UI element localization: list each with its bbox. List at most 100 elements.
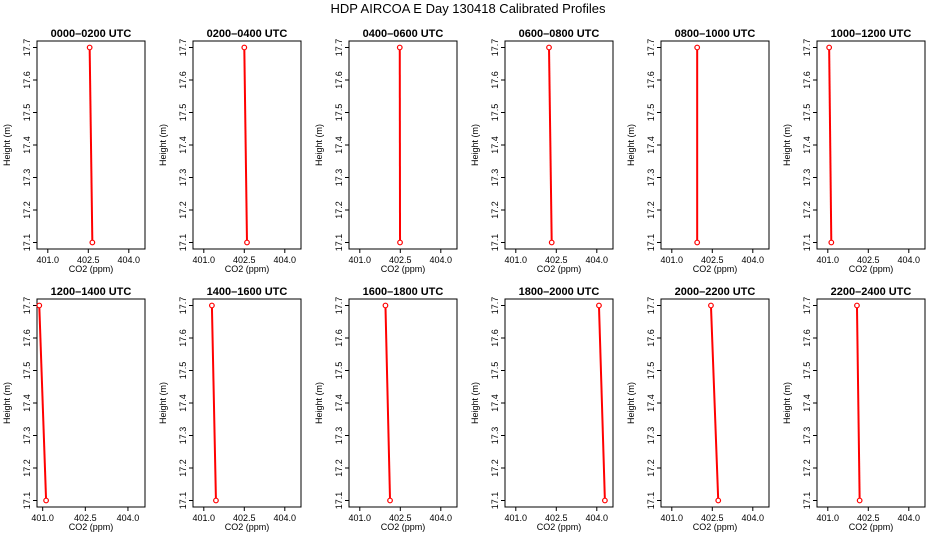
x-tick-label: 401.0 [505,513,528,523]
panel-7: 1400–1600 UTC 401.0 402.5 404.0 17.1 17.2 17.3… [158,286,302,532]
data-point [387,497,393,504]
y-tick-label: 17.7 [22,297,32,315]
x-tick-label: 402.5 [77,255,100,265]
y-tick-label: 17.2 [178,201,188,219]
y-tick-label: 17.1 [646,234,656,252]
y-tick-label: 17.5 [646,104,656,122]
panel-title: 1800–2000 UTC [519,286,600,298]
panel-title: 0800–1000 UTC [675,28,756,40]
y-tick-label: 17.6 [22,329,32,347]
data-point [382,302,389,309]
y-tick-label: 17.5 [22,104,32,122]
x-tick-label: 402.5 [701,513,724,523]
data-point [397,239,403,246]
y-tick-label: 17.7 [178,297,188,315]
x-tick-label: 401.0 [661,513,684,523]
y-tick-label: 17.5 [334,104,344,122]
y-axis-label: Height (m) [2,124,12,166]
x-tick-label: 404.0 [430,255,453,265]
panel-title: 2200–2400 UTC [831,286,912,298]
y-axis-label: Height (m) [470,124,480,166]
data-point [602,497,608,504]
data-point [694,239,701,246]
y-tick-label: 17.2 [646,201,656,219]
data-point [89,239,96,246]
panel-6: 1200–1400 UTC 401.0 402.5 404.0 17.1 17.2 17.3… [2,286,146,532]
figure-title: HDP AIRCOA E Day 130418 Calibrated Profi… [330,1,606,16]
x-axis-label: CO2 (ppm) [69,264,114,274]
x-tick-label: 401.0 [37,255,60,265]
data-point [708,302,714,309]
profile-line [384,305,392,501]
x-tick-label: 402.5 [389,513,412,523]
data-point [213,497,219,504]
x-tick-label: 404.0 [742,513,765,523]
data-point [396,44,403,51]
profile-line [709,305,720,501]
panel-title: 1200–1400 UTC [51,286,132,298]
y-tick-label: 17.3 [802,169,812,187]
y-axis-label: Height (m) [782,382,792,424]
x-tick-label: 401.0 [193,513,216,523]
y-tick-label: 17.7 [802,297,812,315]
profile-line [548,47,553,243]
panel-title: 0000–0200 UTC [51,28,132,40]
data-point [694,44,701,51]
y-tick-label: 17.6 [646,329,656,347]
y-tick-label: 17.2 [490,459,500,477]
x-axis-label: CO2 (ppm) [381,264,426,274]
y-tick-label: 17.2 [178,459,188,477]
x-axis-label: CO2 (ppm) [381,522,426,532]
y-tick-label: 17.4 [490,136,500,154]
x-tick-label: 404.0 [586,513,609,523]
y-tick-label: 17.7 [178,39,188,57]
x-tick-label: 404.0 [898,513,921,523]
profile-line [828,47,833,243]
panel-title: 0600–0800 UTC [519,28,600,40]
y-axis-label: Height (m) [314,382,324,424]
y-axis-label: Height (m) [2,382,12,424]
panel-title: 1000–1200 UTC [831,28,912,40]
y-tick-label: 17.4 [178,136,188,154]
plot-frame [348,40,458,250]
data-point [856,497,863,504]
y-tick-label: 17.1 [802,492,812,510]
x-tick-label: 401.0 [193,255,216,265]
x-tick-label: 402.5 [545,255,568,265]
y-axis-label: Height (m) [158,124,168,166]
x-axis-label: CO2 (ppm) [225,522,270,532]
y-tick-label: 17.3 [178,169,188,187]
x-tick-label: 402.5 [545,513,568,523]
y-tick-label: 17.7 [490,39,500,57]
panel-2: 0400–0600 UTC 401.0 402.5 404.0 17.1 17.2 17.3… [314,28,458,274]
y-tick-label: 17.3 [22,169,32,187]
x-axis-label: CO2 (ppm) [225,264,270,274]
y-tick-label: 17.5 [646,362,656,380]
y-tick-label: 17.6 [490,329,500,347]
x-axis-label: CO2 (ppm) [537,264,582,274]
plot-frame [36,298,146,508]
data-point [244,239,250,246]
y-tick-label: 17.2 [334,459,344,477]
y-tick-label: 17.1 [490,492,500,510]
y-tick-label: 17.6 [178,329,188,347]
data-point [715,497,722,504]
data-point [208,302,215,309]
data-point [854,302,860,309]
y-tick-label: 17.2 [802,459,812,477]
y-tick-label: 17.2 [334,201,344,219]
x-tick-label: 401.0 [817,513,840,523]
y-tick-label: 17.7 [490,297,500,315]
x-axis-label: CO2 (ppm) [849,264,894,274]
y-tick-label: 17.2 [802,201,812,219]
plot-frame [660,40,770,250]
y-tick-label: 17.7 [22,39,32,57]
y-tick-label: 17.7 [646,297,656,315]
x-tick-label: 401.0 [661,255,684,265]
profile-line [88,47,94,243]
plot-frame [504,40,614,250]
panel-title: 2000–2200 UTC [675,286,756,298]
profile-line [855,305,861,501]
panel-9: 1800–2000 UTC 401.0 402.5 404.0 17.1 17.2 17.3… [470,286,614,532]
